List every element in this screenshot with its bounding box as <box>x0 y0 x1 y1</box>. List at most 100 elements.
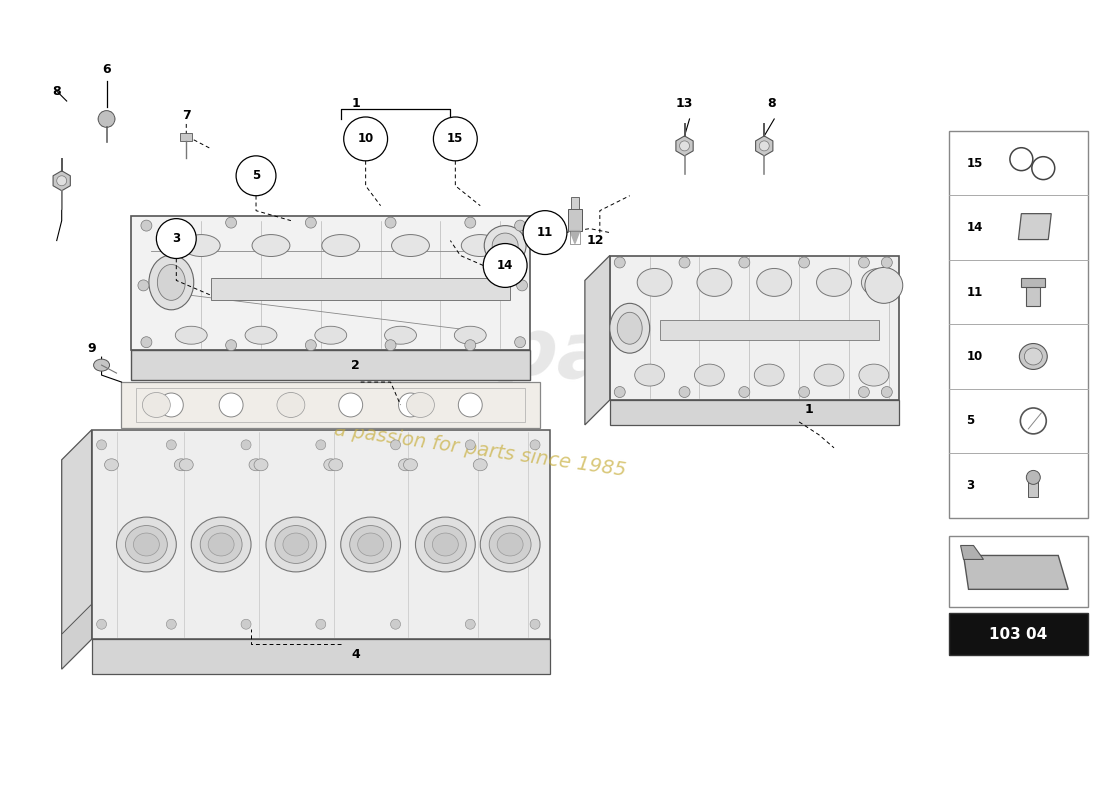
Ellipse shape <box>398 458 412 470</box>
Text: 5: 5 <box>252 170 260 182</box>
Text: 11: 11 <box>967 286 982 298</box>
Ellipse shape <box>341 517 400 572</box>
Circle shape <box>680 141 690 151</box>
Circle shape <box>679 257 690 268</box>
Circle shape <box>226 340 236 350</box>
Text: 8: 8 <box>53 85 60 98</box>
Polygon shape <box>1019 214 1052 239</box>
Ellipse shape <box>323 458 338 470</box>
Ellipse shape <box>416 517 475 572</box>
Ellipse shape <box>473 458 487 470</box>
Ellipse shape <box>142 393 170 418</box>
Ellipse shape <box>481 517 540 572</box>
Ellipse shape <box>266 517 326 572</box>
Circle shape <box>57 176 67 186</box>
Circle shape <box>517 280 528 291</box>
Circle shape <box>279 393 302 417</box>
Circle shape <box>141 220 152 231</box>
Polygon shape <box>53 170 70 190</box>
Ellipse shape <box>816 269 851 296</box>
Ellipse shape <box>157 265 185 300</box>
Circle shape <box>530 619 540 630</box>
Circle shape <box>465 619 475 630</box>
Polygon shape <box>107 119 114 126</box>
Ellipse shape <box>635 364 664 386</box>
Ellipse shape <box>492 233 518 258</box>
Ellipse shape <box>117 517 176 572</box>
Circle shape <box>97 440 107 450</box>
Circle shape <box>241 619 251 630</box>
Circle shape <box>465 340 476 350</box>
Ellipse shape <box>191 517 251 572</box>
Ellipse shape <box>461 234 499 257</box>
Circle shape <box>316 619 326 630</box>
Circle shape <box>241 440 251 450</box>
Ellipse shape <box>275 526 317 563</box>
Bar <box>1026 286 1041 306</box>
Ellipse shape <box>385 326 417 344</box>
Circle shape <box>483 243 527 287</box>
Ellipse shape <box>283 533 309 556</box>
Circle shape <box>739 257 750 268</box>
Ellipse shape <box>125 526 167 563</box>
Ellipse shape <box>175 326 207 344</box>
Ellipse shape <box>277 393 305 418</box>
Polygon shape <box>756 136 773 156</box>
Circle shape <box>236 156 276 196</box>
Bar <box>180 133 192 141</box>
Circle shape <box>160 393 184 417</box>
Ellipse shape <box>697 269 732 296</box>
Ellipse shape <box>315 326 346 344</box>
Ellipse shape <box>179 458 194 470</box>
Polygon shape <box>585 255 609 425</box>
Ellipse shape <box>755 364 784 386</box>
Bar <box>1028 479 1038 498</box>
Circle shape <box>385 217 396 228</box>
Polygon shape <box>98 119 107 126</box>
Ellipse shape <box>609 303 650 353</box>
Polygon shape <box>107 112 114 119</box>
Circle shape <box>339 393 363 417</box>
Ellipse shape <box>404 458 418 470</box>
Circle shape <box>433 117 477 161</box>
Polygon shape <box>570 230 580 243</box>
Circle shape <box>515 337 526 348</box>
Circle shape <box>156 218 196 258</box>
Ellipse shape <box>1020 343 1047 370</box>
Ellipse shape <box>252 234 290 257</box>
Polygon shape <box>62 604 91 669</box>
Text: 103 04: 103 04 <box>989 626 1047 642</box>
Bar <box>571 197 579 209</box>
Ellipse shape <box>133 533 160 556</box>
Circle shape <box>530 440 540 450</box>
Ellipse shape <box>637 269 672 296</box>
Text: 4: 4 <box>351 648 360 661</box>
Polygon shape <box>102 119 111 126</box>
Ellipse shape <box>407 393 434 418</box>
Circle shape <box>316 440 326 450</box>
Polygon shape <box>964 555 1068 590</box>
Ellipse shape <box>861 269 896 296</box>
Ellipse shape <box>484 226 526 266</box>
Ellipse shape <box>694 364 725 386</box>
Polygon shape <box>609 400 899 425</box>
Ellipse shape <box>208 533 234 556</box>
Text: 1: 1 <box>351 97 360 110</box>
Text: 7: 7 <box>182 110 190 122</box>
Circle shape <box>515 220 526 231</box>
Circle shape <box>97 619 107 630</box>
Circle shape <box>385 340 396 350</box>
Ellipse shape <box>94 359 110 371</box>
Text: 3: 3 <box>173 232 180 245</box>
Polygon shape <box>609 255 899 400</box>
Text: 12: 12 <box>586 234 604 247</box>
Bar <box>948 131 1088 518</box>
Ellipse shape <box>454 326 486 344</box>
Circle shape <box>759 141 769 151</box>
Circle shape <box>226 217 236 228</box>
Circle shape <box>141 337 152 348</box>
Circle shape <box>881 386 892 398</box>
Polygon shape <box>98 112 107 119</box>
Text: 14: 14 <box>497 259 514 272</box>
Bar <box>660 320 879 340</box>
